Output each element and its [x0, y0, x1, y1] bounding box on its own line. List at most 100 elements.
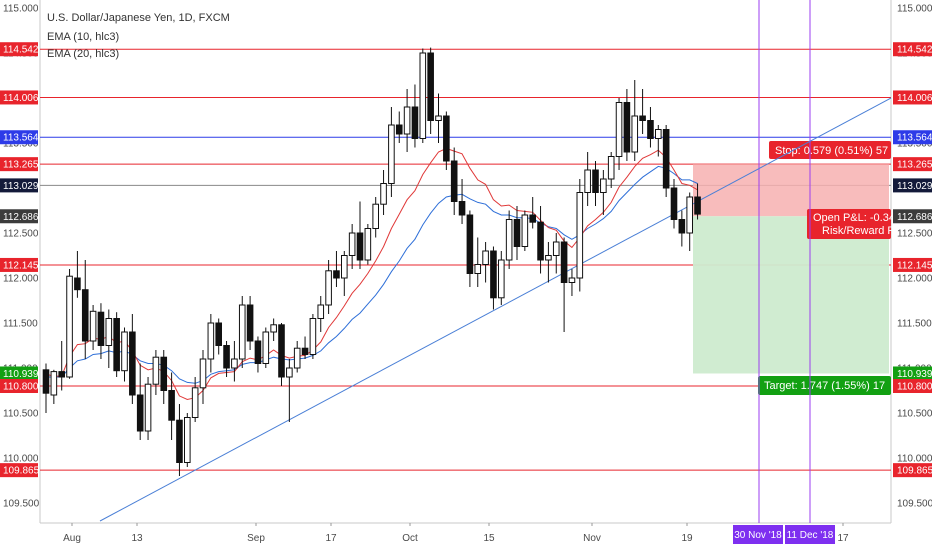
candle-body — [435, 115, 442, 121]
price-badge-left: 113.029 — [0, 178, 39, 193]
price-badge-right-text: 113.029 — [897, 181, 932, 192]
price-badge-left: 112.145 — [0, 257, 39, 272]
candle-body — [647, 120, 654, 139]
x-tick-label: Aug — [63, 533, 81, 544]
candle — [631, 80, 639, 161]
legend: U.S. Dollar/Japanese Yen, 1D, FXCM EMA (1… — [47, 12, 230, 60]
candle-body — [395, 124, 403, 135]
x-tick-label: 19 — [681, 533, 693, 544]
price-badge-left-bg — [0, 379, 38, 393]
price-badge-left-bg — [0, 257, 38, 272]
candle-body — [325, 270, 332, 306]
price-badge-right-bg — [893, 178, 932, 193]
candle — [427, 47, 434, 134]
candle-body — [419, 52, 427, 139]
candle — [238, 296, 246, 368]
candle-body — [262, 331, 270, 364]
candle-body — [545, 255, 552, 261]
candle-body — [176, 419, 183, 464]
candle — [607, 152, 615, 188]
candle-body — [372, 203, 379, 229]
candle-body — [160, 356, 168, 392]
y-tick-label-left: 109.500 — [3, 499, 40, 510]
candle — [435, 93, 442, 143]
candle — [231, 341, 238, 382]
candle-body — [560, 241, 568, 283]
candle-body — [592, 169, 599, 193]
price-badge-right-text: 110.800 — [897, 382, 932, 393]
candle — [364, 224, 372, 265]
candle-body — [231, 358, 238, 369]
candle — [356, 201, 364, 269]
candle — [662, 125, 670, 197]
candle — [474, 237, 482, 287]
candle-body — [58, 371, 66, 378]
pnl-label-bg — [807, 209, 891, 239]
price-badge-right-bg — [893, 379, 932, 393]
candle-body — [333, 270, 340, 279]
candle — [482, 242, 489, 283]
candle — [600, 170, 607, 215]
candle — [191, 377, 199, 422]
candle-body — [293, 347, 301, 369]
candle-body — [443, 115, 450, 162]
price-badge-left-text: 113.564 — [3, 133, 39, 144]
y-tick-label-right: 111.500 — [897, 319, 932, 330]
candle — [168, 372, 175, 440]
candle-body — [364, 228, 372, 261]
y-tick-label-left: 112.500 — [3, 229, 39, 240]
candle-body — [301, 347, 309, 356]
candle-body — [121, 331, 128, 372]
candle — [639, 89, 646, 134]
candle-body — [584, 169, 591, 193]
price-badge-left-text: 110.800 — [3, 382, 39, 393]
candle — [246, 296, 254, 350]
candle-body — [50, 371, 58, 396]
candle — [223, 341, 230, 377]
y-tick-label-left: 115.000 — [3, 4, 39, 15]
candle — [317, 296, 325, 332]
reward-zone — [693, 216, 889, 374]
price-badge-left-bg — [0, 42, 38, 57]
candle-body — [246, 304, 254, 342]
candle — [655, 125, 662, 157]
candle-body — [184, 417, 191, 463]
candle — [592, 161, 599, 206]
candle-body — [490, 250, 497, 299]
price-badge-left-text: 113.029 — [3, 181, 39, 192]
candle-body — [380, 183, 387, 205]
candle-body — [144, 383, 152, 432]
price-badges: 114.542 114.006 113.564 113.265 113.029 112.6… — [0, 42, 932, 544]
candle-body — [129, 331, 136, 396]
price-badge-left-text: 110.939 — [3, 369, 39, 380]
stop-label: Stop: 0.579 (0.51%) 57 — [769, 141, 891, 159]
candle — [58, 341, 66, 391]
candle-body — [498, 259, 505, 299]
candle — [144, 377, 152, 440]
candle — [348, 224, 356, 269]
candle — [498, 251, 505, 305]
candle — [309, 314, 317, 359]
candle-body — [411, 106, 419, 139]
target-label-text: Target: 1.747 (1.55%) 17 — [764, 380, 885, 392]
candle — [333, 251, 340, 287]
candle — [513, 206, 521, 260]
candle — [537, 206, 544, 274]
candle — [411, 84, 419, 148]
candle-body — [458, 201, 466, 216]
candle — [184, 413, 191, 467]
price-badge-right-bg — [893, 257, 932, 272]
price-badge-right-text: 114.006 — [897, 93, 932, 104]
candle-body — [670, 187, 678, 220]
candle-body — [474, 264, 482, 274]
candle — [325, 260, 332, 314]
date-badge-text: 11 Dec '18 — [787, 530, 834, 541]
candle-body — [341, 255, 348, 279]
candle-body — [678, 219, 686, 234]
candle — [686, 192, 694, 251]
candle-body — [537, 221, 544, 261]
candle — [74, 251, 81, 298]
candle — [152, 350, 160, 395]
candle-body — [105, 318, 113, 346]
